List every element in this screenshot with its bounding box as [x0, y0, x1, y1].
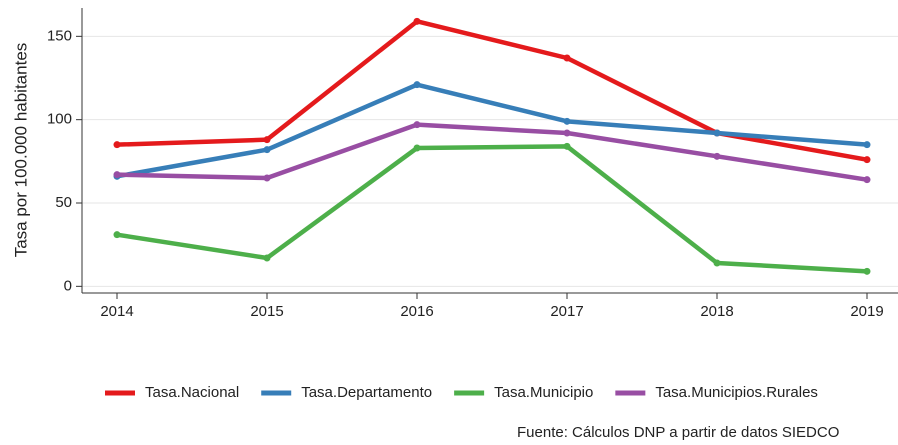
data-point — [713, 129, 721, 137]
legend-label: Tasa.Departamento — [301, 384, 432, 401]
source-note: Fuente: Cálculos DNP a partir de datos S… — [517, 424, 839, 441]
data-point — [263, 254, 271, 262]
data-point — [263, 174, 271, 182]
y-tick-label: 100 — [47, 111, 72, 128]
data-point — [113, 171, 121, 179]
series-line — [116, 122, 868, 182]
data-point — [563, 54, 571, 62]
data-point — [863, 141, 871, 149]
legend-label: Tasa.Municipios.Rurales — [655, 384, 818, 401]
data-point — [413, 17, 421, 25]
data-point — [413, 81, 421, 89]
data-point — [863, 176, 871, 184]
x-tick-label: 2015 — [250, 303, 283, 320]
data-point — [713, 259, 721, 267]
data-point — [563, 129, 571, 137]
x-tick-label: 2018 — [700, 303, 733, 320]
series-line — [116, 144, 868, 274]
data-point — [563, 117, 571, 125]
x-tick-label: 2019 — [850, 303, 883, 320]
data-point — [113, 141, 121, 149]
data-point — [863, 156, 871, 164]
data-point — [863, 267, 871, 275]
data-point — [713, 152, 721, 160]
legend-label: Tasa.Nacional — [145, 384, 239, 401]
x-tick-label: 2014 — [100, 303, 133, 320]
series-line — [116, 82, 868, 179]
x-tick-label: 2017 — [550, 303, 583, 320]
series-line — [116, 19, 868, 162]
x-tick-label: 2016 — [400, 303, 433, 320]
data-point — [563, 142, 571, 150]
y-tick-label: 50 — [55, 194, 72, 211]
data-point — [413, 121, 421, 129]
y-axis-label: Tasa por 100.000 habitantes — [11, 43, 30, 258]
data-point — [263, 136, 271, 144]
data-point — [113, 231, 121, 239]
y-tick-label: 0 — [64, 277, 72, 294]
data-point — [263, 146, 271, 154]
legend-label: Tasa.Municipio — [494, 384, 593, 401]
data-point — [413, 144, 421, 152]
y-tick-label: 150 — [47, 27, 72, 44]
